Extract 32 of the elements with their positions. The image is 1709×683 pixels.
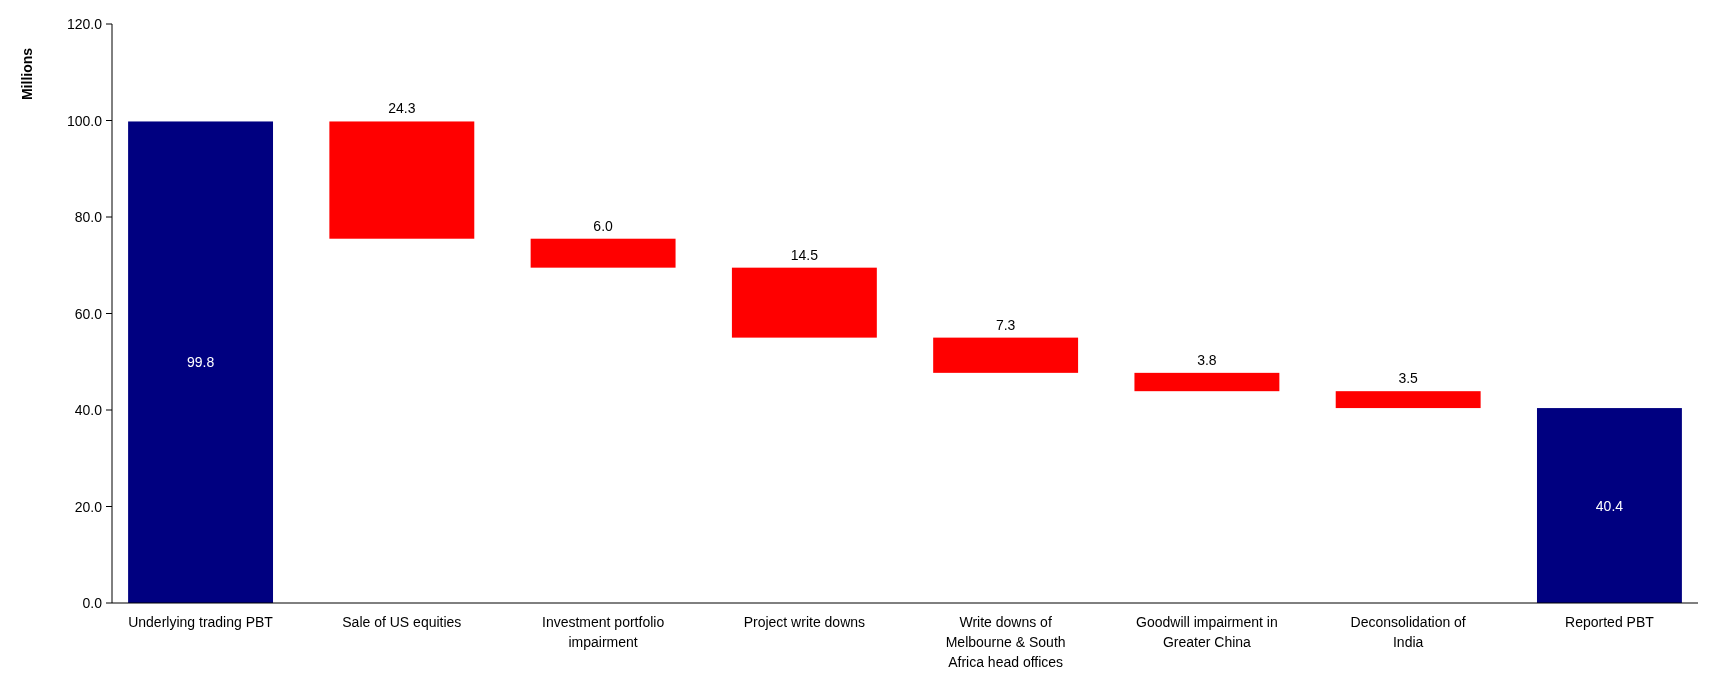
bar xyxy=(329,121,475,239)
data-label: 14.5 xyxy=(790,246,819,263)
data-label: 6.0 xyxy=(593,217,614,234)
data-label: 99.8 xyxy=(186,354,215,371)
data-label: 24.3 xyxy=(388,100,416,117)
x-tick-label: Reported PBT xyxy=(1565,614,1655,630)
x-tick-label: Sale of US equities xyxy=(342,614,462,630)
y-axis-title: Millions xyxy=(19,47,35,101)
bar xyxy=(530,238,676,268)
y-tick-label: 80.0 xyxy=(74,209,103,225)
y-tick-label: 20.0 xyxy=(74,498,103,515)
y-tick-label: 40.0 xyxy=(74,402,103,418)
data-label: 40.4 xyxy=(1595,497,1624,514)
y-tick-label: 120.0 xyxy=(66,16,103,32)
bar xyxy=(933,337,1079,373)
x-tick-label: Investment portfolio impairment xyxy=(542,614,665,650)
y-tick-label: 0.0 xyxy=(82,595,103,611)
data-label: 3.5 xyxy=(1398,370,1419,387)
bar xyxy=(1335,391,1481,409)
y-tick-label: 60.0 xyxy=(74,305,103,322)
y-tick-label: 100.0 xyxy=(66,112,103,129)
x-tick-label: Goodwill impairment in Greater China xyxy=(1136,614,1278,650)
x-tick-label: Underlying trading PBT xyxy=(128,614,274,630)
x-tick-label: Project write downs xyxy=(743,614,866,630)
bar xyxy=(731,267,877,338)
data-label: 7.3 xyxy=(995,316,1016,333)
bar xyxy=(128,121,274,603)
x-tick-label: Deconsolidation of India xyxy=(1350,614,1466,650)
bar xyxy=(1536,408,1682,603)
bar xyxy=(1134,372,1280,392)
data-label: 3.8 xyxy=(1197,351,1217,368)
x-tick-label: Write downs of Melbourne & South Africa head offices xyxy=(945,614,1066,670)
